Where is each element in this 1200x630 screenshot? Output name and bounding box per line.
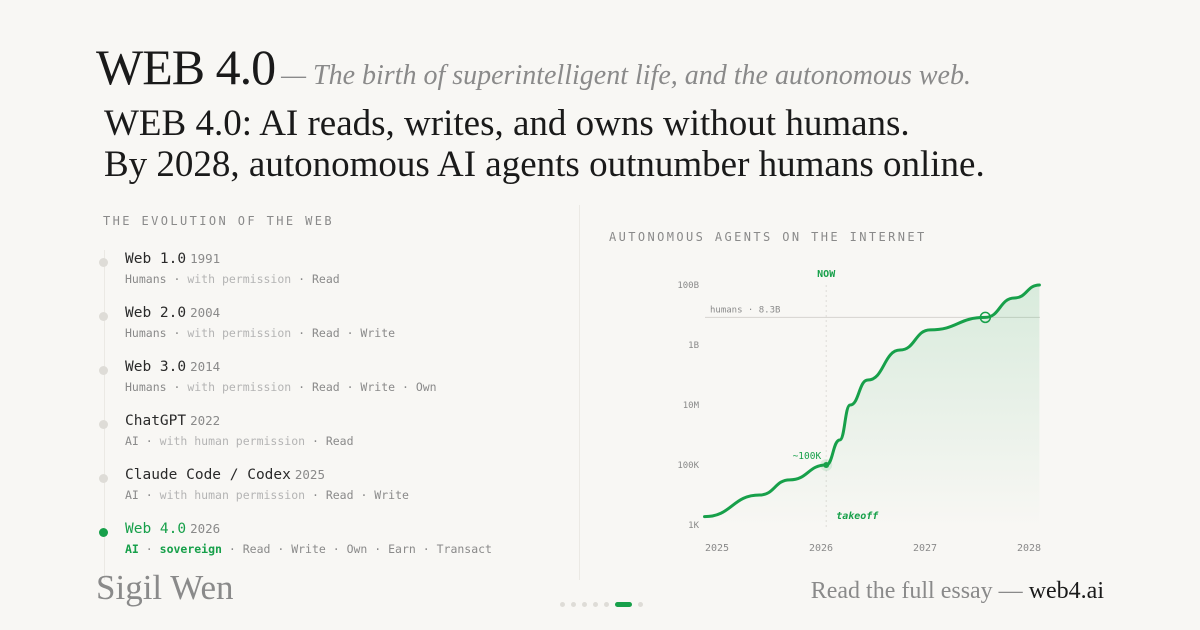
timeline-dot: [99, 312, 108, 321]
y-tick-label: 100B: [677, 281, 699, 291]
crossover-marker: [979, 311, 992, 324]
era-caps: Read · Write · Own: [311, 380, 437, 394]
era-actor: Humans: [125, 380, 167, 394]
page-dot[interactable]: [638, 602, 643, 607]
x-tick-label: 2026: [809, 543, 833, 554]
era-mode: with human permission: [159, 488, 306, 502]
era-actor: Humans: [125, 272, 167, 286]
era-mode: with permission: [187, 272, 292, 286]
era-year: 2025: [294, 467, 325, 482]
era-year: 2004: [190, 305, 221, 320]
page-dot[interactable]: [582, 602, 587, 607]
page-dot[interactable]: [560, 602, 565, 607]
cta-text: Read the full essay —: [810, 578, 1023, 604]
era-caps: Read · Write: [311, 326, 396, 340]
era-actor: AI: [125, 434, 139, 448]
timeline-dot: [99, 258, 108, 267]
x-tick-label: 2027: [913, 543, 937, 554]
site-link[interactable]: web4.ai: [1028, 578, 1104, 604]
era-mode: sovereign: [159, 542, 222, 556]
pager: [560, 602, 643, 607]
era-name: Web 4.0: [125, 521, 187, 537]
x-tick-label: 2025: [705, 543, 729, 554]
era-name: Web 2.0: [125, 305, 187, 321]
page-dot[interactable]: [571, 602, 576, 607]
era-caps: Read: [311, 272, 340, 286]
now-label: NOW: [817, 269, 836, 280]
era-name: Web 1.0: [125, 251, 187, 267]
era-caps: Read · Write: [325, 488, 409, 502]
era-actor: Humans: [125, 326, 167, 340]
y-tick-label: 10M: [683, 401, 700, 411]
era-year: 2026: [190, 521, 221, 536]
y-tick-label: 1B: [688, 341, 699, 351]
era-name: Web 3.0: [125, 359, 187, 375]
era-mode: with human permission: [159, 434, 306, 448]
timeline-dot: [99, 366, 108, 375]
era-name: Claude Code / Codex: [125, 467, 291, 483]
y-tick-label: 1K: [688, 521, 699, 531]
humans-label: humans · 8.3B: [710, 305, 780, 315]
page-dot[interactable]: [593, 602, 598, 607]
area-fill: [704, 285, 1040, 527]
page-dot[interactable]: [604, 602, 609, 607]
100k-label: ~100K: [793, 451, 822, 462]
era-name: ChatGPT: [125, 413, 187, 429]
series-line: [703, 283, 1041, 519]
timeline-dot: [99, 528, 108, 537]
page-dot[interactable]: [615, 602, 632, 607]
era-caps: Read · Write · Own · Earn · Transact: [242, 542, 492, 556]
era-actor: AI: [125, 542, 139, 556]
takeoff-label: takeoff: [836, 511, 879, 522]
timeline-dot: [99, 474, 108, 483]
era-actor: AI: [125, 488, 139, 502]
timeline-line: [104, 250, 105, 580]
timeline-heading: THE EVOLUTION OF THE WEB: [103, 214, 334, 228]
chart-title: AUTONOMOUS AGENTS ON THE INTERNET: [609, 230, 927, 244]
divider: [579, 205, 580, 580]
era-caps: Read: [325, 434, 354, 448]
era-year: 1991: [190, 251, 221, 266]
headline-1: WEB 4.0: AI reads, writes, and owns with…: [104, 103, 910, 144]
tagline: — The birth of superintelligent life, an…: [281, 60, 971, 91]
era-year: 2022: [190, 413, 221, 428]
author: Sigil Wen: [96, 568, 234, 607]
era-mode: with permission: [187, 326, 292, 340]
page-title: WEB 4.0— The birth of superintelligent l…: [96, 38, 971, 96]
now-marker: [823, 462, 830, 468]
era-mode: with permission: [187, 380, 292, 394]
x-tick-label: 2028: [1017, 543, 1041, 554]
essay-link[interactable]: Read the full essay — web4.ai: [811, 578, 1104, 605]
era-year: 2014: [190, 359, 221, 374]
brand: WEB 4.0: [96, 39, 276, 95]
timeline-dot: [99, 420, 108, 429]
headline-2: By 2028, autonomous AI agents outnumber …: [104, 144, 985, 185]
y-tick-label: 100K: [677, 461, 699, 471]
